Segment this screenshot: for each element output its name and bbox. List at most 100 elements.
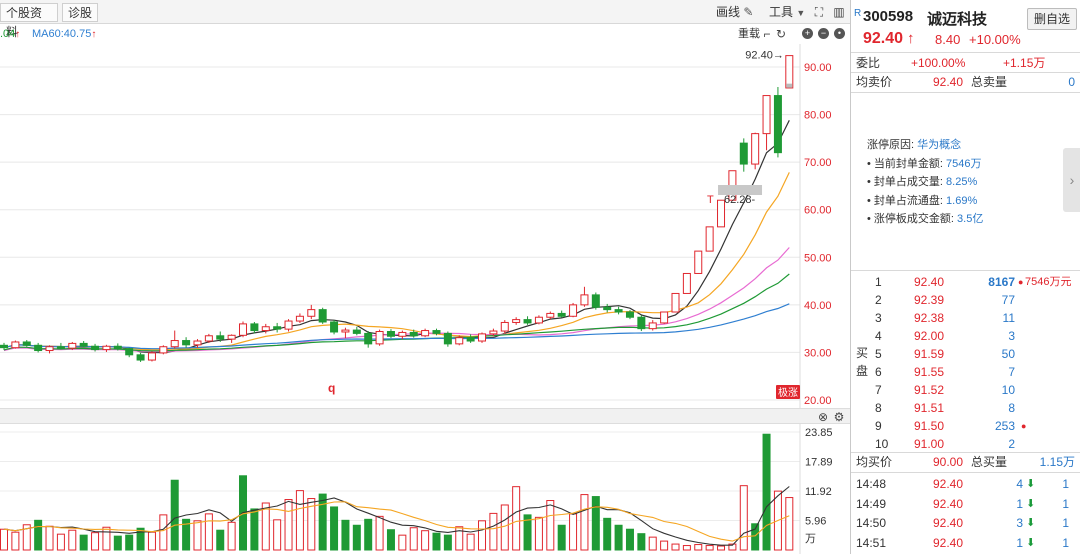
- order-book-row[interactable]: 9 91.50 253 ●: [851, 417, 1080, 435]
- candle: [307, 304, 316, 320]
- volume-bar: [318, 493, 327, 551]
- order-price: 91.00: [914, 437, 945, 451]
- weicha-value: +1.15万: [1003, 56, 1046, 70]
- volume-bar: [717, 545, 726, 551]
- candle: [147, 351, 156, 362]
- buy-side-label-1: 买: [855, 346, 868, 360]
- volume-header: ⊗ ⚙: [0, 408, 850, 424]
- candle-body: [125, 348, 134, 356]
- brush-icon[interactable]: ⌐: [763, 27, 771, 41]
- gear-icon[interactable]: ⚙: [833, 410, 845, 424]
- panel-layout-icon[interactable]: ▥: [833, 5, 845, 19]
- volume-bar: [79, 534, 88, 551]
- stock-header: R 300598 诚迈科技 删自选: [851, 4, 1080, 30]
- remove-watchlist-button[interactable]: 删自选: [1027, 8, 1077, 30]
- volume-bar: [512, 486, 521, 551]
- candle-body: [159, 346, 168, 354]
- order-book-row[interactable]: 2 92.39 77: [851, 291, 1080, 309]
- zoom-in-icon[interactable]: +: [802, 28, 813, 39]
- volume-bar: [489, 512, 498, 551]
- candle-body: [204, 335, 213, 342]
- y-tick-label: 40.00: [804, 300, 832, 312]
- candle: [785, 55, 794, 89]
- r-badge-icon: R: [854, 8, 862, 19]
- candle: [364, 331, 373, 348]
- volume-bar: [591, 496, 600, 551]
- candle: [68, 341, 77, 351]
- expand-panel-tab[interactable]: ›: [1063, 148, 1080, 212]
- total-buy-value: 1.15万: [1039, 455, 1075, 469]
- candlestick-chart[interactable]: 90.00 80.00 70.00 60.00 50.00 40.00 30.00 20.00…: [0, 44, 850, 408]
- ma-line-ma10: [3, 172, 790, 351]
- order-volume: 8167: [988, 275, 1015, 289]
- settings-icon[interactable]: •: [834, 28, 845, 39]
- refresh-icon[interactable]: ↻: [775, 27, 787, 41]
- weibi-value: +100.00%: [911, 56, 966, 70]
- candle-body: [136, 354, 145, 361]
- price-cursor: [786, 83, 793, 88]
- candle: [569, 302, 578, 318]
- down-arrow-icon: ⬇: [1026, 497, 1036, 510]
- candle-body: [45, 346, 54, 352]
- order-volume: 77: [1001, 293, 1015, 307]
- volume-bar: [557, 524, 566, 551]
- candle: [318, 307, 327, 324]
- order-book-row[interactable]: 3 92.38 11: [851, 309, 1080, 327]
- close-icon[interactable]: ⊗: [817, 410, 829, 424]
- candle: [295, 313, 304, 323]
- volume-bar: [500, 504, 509, 551]
- order-book-row[interactable]: 8 91.51 8: [851, 399, 1080, 417]
- tab-diagnose[interactable]: 诊股: [62, 3, 98, 22]
- ma-line-ma60: [3, 303, 790, 350]
- order-level: 3: [875, 311, 882, 325]
- tab-stock-profile[interactable]: 个股资料: [0, 3, 58, 39]
- volume-bar: [466, 533, 475, 551]
- vol-tick-label: 5.96: [805, 516, 826, 528]
- tools-menu[interactable]: 工具 ▼: [769, 4, 805, 20]
- order-volume: 3: [1008, 329, 1015, 343]
- y-tick-label: 30.00: [804, 347, 832, 359]
- candle: [409, 329, 418, 338]
- fullscreen-icon[interactable]: ⛶: [814, 5, 824, 19]
- order-book-row[interactable]: 1 92.40 8167 ● 7546万元: [851, 273, 1080, 291]
- order-level: 7: [875, 383, 882, 397]
- reload-button[interactable]: 重载: [738, 28, 760, 40]
- order-volume: 253: [994, 419, 1015, 433]
- order-level: 8: [875, 401, 882, 415]
- order-level: 4: [875, 329, 882, 343]
- candle-body: [91, 345, 100, 351]
- candle-body: [147, 352, 156, 361]
- volume-bar: [170, 479, 179, 551]
- stock-name: 诚迈科技: [927, 11, 988, 28]
- order-book-row[interactable]: 7 91.52 10: [851, 381, 1080, 399]
- volume-bar: [603, 517, 612, 551]
- order-price: 91.55: [914, 365, 945, 379]
- ma60-value: MA60:40.75↑: [32, 28, 97, 40]
- volume-bar: [330, 506, 339, 551]
- candle: [375, 329, 384, 346]
- candle-body: [580, 294, 589, 306]
- limit-up-info-key: • 封单占成交量:: [867, 176, 947, 188]
- tick-price: 92.40: [933, 477, 964, 491]
- order-book-row[interactable]: 10 91.00 2: [851, 435, 1080, 453]
- candle: [773, 87, 782, 158]
- volume-bar: [273, 519, 282, 551]
- candle: [34, 342, 43, 353]
- draw-line-button[interactable]: 画线 ✎: [716, 4, 753, 20]
- order-level: 10: [875, 437, 889, 451]
- order-book-row[interactable]: 5 91.59 50: [851, 345, 1080, 363]
- candle: [694, 250, 703, 274]
- low-price-marker: 62.28-: [724, 194, 756, 206]
- candle: [455, 335, 464, 346]
- volume-bar: [125, 534, 134, 551]
- candle-body: [443, 332, 452, 345]
- candle: [136, 352, 145, 362]
- candle-body: [785, 55, 794, 89]
- candle: [443, 331, 452, 347]
- candle: [625, 310, 634, 320]
- order-book-row[interactable]: 6 91.55 7: [851, 363, 1080, 381]
- volume-chart[interactable]: 23.85 17.89 11.92 5.96 万: [0, 424, 850, 554]
- zoom-out-icon[interactable]: −: [818, 28, 829, 39]
- order-book-row[interactable]: 4 92.00 3: [851, 327, 1080, 345]
- candle-body: [694, 250, 703, 274]
